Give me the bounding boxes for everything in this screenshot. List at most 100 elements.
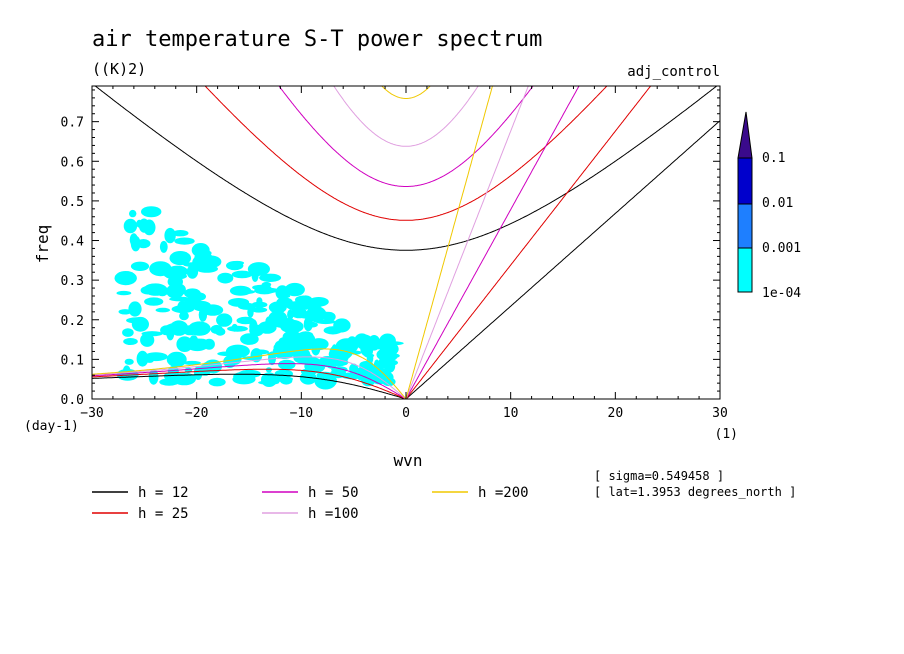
y-axis-label: freq	[33, 225, 52, 264]
legend-label-h200: h =200	[478, 485, 529, 501]
contour-patch	[274, 340, 289, 351]
contour-patch	[359, 360, 374, 370]
dispersion-kelvin-h12	[405, 120, 720, 399]
power-contours	[114, 206, 404, 390]
dispersion-ig1-h50	[278, 86, 534, 187]
contour-patch	[278, 359, 296, 370]
colorbar-label-4: 1e-04	[762, 286, 801, 301]
contour-patch	[148, 369, 159, 385]
dispersion-er1-h25	[92, 368, 407, 399]
y-tick-label: 0.4	[61, 235, 85, 250]
dispersion-er1-h50	[92, 363, 407, 399]
contour-patch	[116, 290, 132, 296]
contour-patch	[251, 307, 268, 313]
y-tick-label: 0.6	[61, 155, 84, 170]
contour-patch	[182, 360, 201, 365]
contour-patch	[226, 261, 244, 271]
contour-patch	[141, 331, 163, 337]
contour-patch	[123, 218, 138, 234]
contour-patch	[201, 255, 222, 268]
contour-patch	[208, 377, 226, 387]
contour-patch	[123, 338, 138, 345]
contour-patch	[290, 307, 308, 319]
dispersion-kelvin-h100	[405, 86, 529, 399]
contour-patch	[347, 336, 358, 348]
x-tick-label: 20	[608, 406, 624, 421]
x-tick-label: 30	[712, 406, 728, 421]
contour-patch	[217, 272, 234, 284]
dispersion-ig1-h200	[381, 86, 431, 99]
colorbar-label-2: 0.01	[762, 196, 793, 211]
contour-patch	[364, 353, 375, 358]
contour-patch	[231, 270, 253, 279]
contour-patch	[129, 209, 137, 218]
x-axis-label: wvn	[394, 451, 423, 470]
axis-ticks: −30 −20 −10 0 10 20 30 0.0 0.1 0.2 0.3 0.4 0.5 0.6 0.7	[61, 86, 728, 421]
legend-label-h100: h =100	[308, 506, 359, 522]
dispersion-kelvin-h200	[405, 86, 494, 399]
contour-patch	[166, 326, 175, 341]
contour-patch	[280, 319, 304, 334]
chart-title: air temperature S-T power spectrum	[92, 27, 542, 52]
y-tick-label: 0.7	[61, 116, 84, 131]
contour-patch	[259, 273, 282, 282]
legend: h = 12 h = 25 h = 50 h =100 h =200	[92, 485, 529, 522]
contour-patch	[184, 288, 201, 299]
dispersion-ig1-h100	[333, 86, 479, 147]
contour-patch	[354, 333, 370, 349]
contour-patch	[252, 284, 272, 291]
contour-patch	[169, 296, 192, 302]
experiment-label: adj_control	[627, 64, 720, 80]
contour-patch	[144, 352, 168, 362]
contour-patch	[179, 311, 189, 321]
sigma-annotation: [ sigma=0.549458 ]	[594, 469, 724, 483]
legend-label-h50: h = 50	[308, 485, 359, 501]
colorbar-bin-2	[737, 203, 753, 249]
contour-patch	[318, 311, 334, 317]
dispersion-kelvin-h50	[405, 86, 580, 399]
contour-patch	[202, 304, 224, 316]
contour-patch	[216, 313, 233, 327]
contour-patch	[130, 261, 150, 271]
contour-patch	[130, 235, 141, 252]
y-tick-label: 0.2	[61, 314, 84, 329]
contour-patch	[275, 285, 290, 300]
contour-patch	[203, 338, 215, 350]
contour-patch	[174, 237, 195, 245]
x-tick-label: −30	[80, 406, 103, 421]
dispersion-ig1-h12	[94, 86, 718, 251]
contour-patch	[169, 320, 189, 336]
contour-patch	[126, 317, 148, 324]
x-tick-label: 0	[402, 406, 410, 421]
contour-patch	[167, 275, 183, 288]
contour-patch	[124, 358, 134, 365]
x-units-label: (1)	[715, 427, 738, 442]
contour-patch	[265, 367, 272, 373]
contour-patch	[249, 324, 264, 337]
contour-patch	[189, 335, 198, 344]
contour-patch	[122, 328, 134, 337]
contour-patch	[315, 319, 336, 325]
contour-patch	[118, 309, 132, 315]
dispersion-ig1-h25	[204, 86, 608, 221]
contour-patch	[140, 333, 155, 347]
colorbar-label-3: 0.001	[762, 241, 801, 256]
dispersion-er1-h12	[92, 373, 407, 399]
dispersion-er1-h200	[92, 348, 407, 399]
contour-patch	[311, 341, 321, 356]
contour-patch	[114, 271, 137, 286]
contour-patch	[177, 300, 188, 314]
contour-patch	[141, 206, 162, 218]
contour-patch	[329, 344, 347, 359]
contour-patch	[355, 366, 373, 382]
contour-patch	[247, 262, 270, 276]
contour-patch	[138, 218, 150, 233]
contour-patch	[155, 307, 170, 313]
contour-patch	[280, 376, 293, 385]
contour-patch	[268, 376, 280, 385]
y-tick-label: 0.0	[61, 393, 84, 408]
contour-patch	[186, 265, 199, 279]
contour-patch	[250, 348, 263, 363]
contour-patch	[136, 350, 149, 367]
